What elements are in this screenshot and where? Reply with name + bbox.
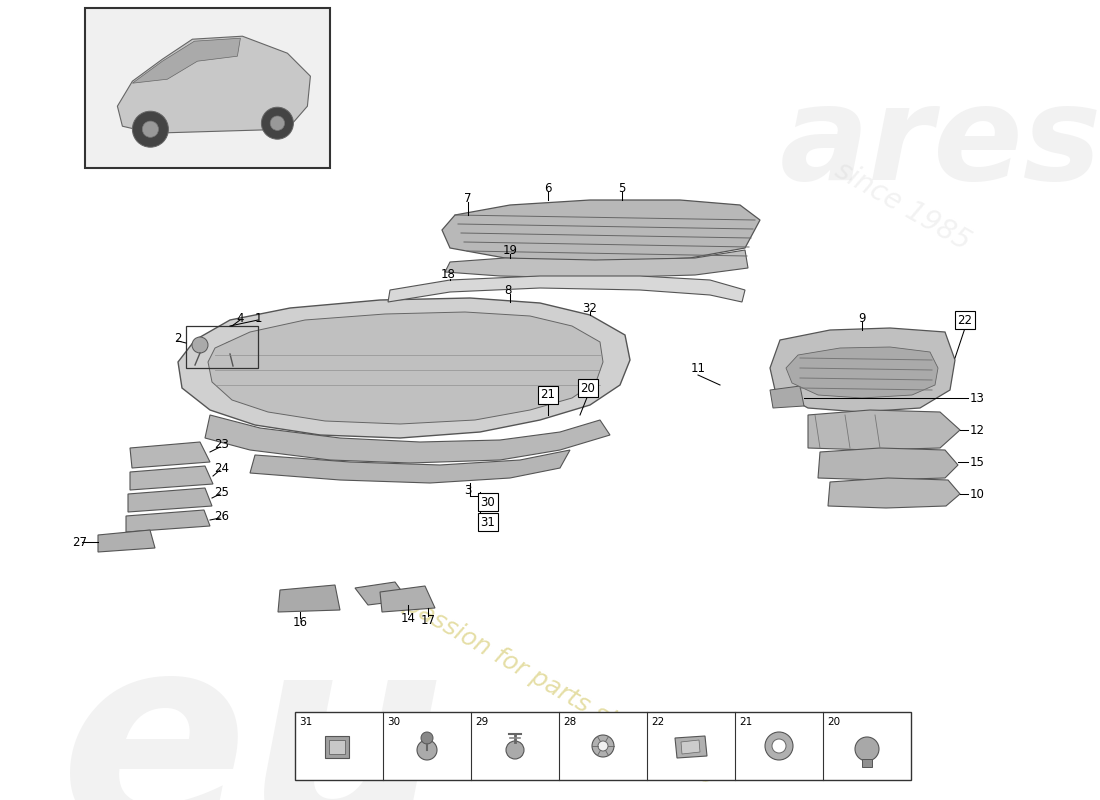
Polygon shape [130, 466, 213, 490]
Polygon shape [128, 488, 212, 512]
Bar [186, 326, 258, 368]
Text: 21: 21 [540, 389, 556, 402]
Polygon shape [118, 36, 310, 134]
Text: 31: 31 [299, 717, 312, 727]
Text: 25: 25 [214, 486, 230, 498]
Text: 26: 26 [214, 510, 230, 522]
Text: ares: ares [780, 80, 1100, 207]
Polygon shape [250, 450, 570, 483]
Polygon shape [379, 586, 434, 612]
Circle shape [271, 116, 285, 130]
Circle shape [192, 337, 208, 353]
Text: 23: 23 [214, 438, 230, 451]
Text: 16: 16 [293, 615, 308, 629]
Text: 28: 28 [563, 717, 576, 727]
Polygon shape [446, 250, 748, 278]
Text: 18: 18 [441, 269, 455, 282]
Polygon shape [681, 740, 700, 754]
Text: eu: eu [60, 620, 447, 800]
Text: 13: 13 [970, 391, 985, 405]
Circle shape [592, 735, 614, 757]
Text: 4: 4 [236, 311, 244, 325]
Polygon shape [770, 328, 955, 412]
Circle shape [132, 111, 168, 147]
Text: 24: 24 [214, 462, 230, 474]
Text: since 1985: since 1985 [830, 156, 976, 256]
Text: 22: 22 [651, 717, 664, 727]
Text: a passion for parts since 1985: a passion for parts since 1985 [379, 580, 719, 790]
Circle shape [598, 741, 608, 751]
Text: 15: 15 [970, 455, 985, 469]
Text: 8: 8 [504, 283, 512, 297]
Text: 22: 22 [957, 314, 972, 326]
Text: 20: 20 [581, 382, 595, 394]
Polygon shape [98, 530, 155, 552]
Polygon shape [126, 510, 210, 532]
Text: 2: 2 [174, 331, 182, 345]
Text: 9: 9 [858, 311, 866, 325]
Text: 19: 19 [503, 243, 517, 257]
Circle shape [262, 107, 294, 139]
Circle shape [421, 732, 433, 744]
Polygon shape [388, 276, 745, 302]
Text: 30: 30 [481, 495, 495, 509]
Polygon shape [329, 740, 345, 754]
Text: 6: 6 [544, 182, 552, 194]
Bar [862, 759, 872, 767]
Text: 3: 3 [464, 483, 472, 497]
Text: 32: 32 [583, 302, 597, 314]
Text: 1: 1 [254, 311, 262, 325]
Circle shape [506, 741, 524, 759]
Text: 14: 14 [400, 611, 416, 625]
Polygon shape [205, 415, 610, 463]
Circle shape [855, 737, 879, 761]
Text: 21: 21 [739, 717, 752, 727]
Text: 11: 11 [691, 362, 705, 374]
Polygon shape [355, 582, 408, 605]
Text: 29: 29 [475, 717, 488, 727]
Text: 27: 27 [73, 535, 88, 549]
Circle shape [224, 342, 236, 354]
Text: 10: 10 [970, 487, 985, 501]
Text: 31: 31 [481, 515, 495, 529]
Polygon shape [208, 312, 603, 424]
Polygon shape [818, 448, 958, 480]
Circle shape [417, 740, 437, 760]
Text: 20: 20 [827, 717, 840, 727]
Text: 12: 12 [970, 423, 985, 437]
Text: 5: 5 [618, 182, 626, 194]
Polygon shape [808, 410, 960, 450]
Bar [295, 712, 911, 780]
Text: 7: 7 [464, 191, 472, 205]
Polygon shape [675, 736, 707, 758]
Polygon shape [278, 585, 340, 612]
Polygon shape [132, 38, 241, 83]
Text: 30: 30 [387, 717, 400, 727]
Text: 17: 17 [420, 614, 436, 626]
Circle shape [764, 732, 793, 760]
Circle shape [772, 739, 786, 753]
Bar [85, 8, 330, 168]
Polygon shape [178, 298, 630, 438]
Polygon shape [786, 347, 938, 398]
Polygon shape [770, 386, 804, 408]
Polygon shape [828, 478, 960, 508]
Polygon shape [130, 442, 210, 468]
Polygon shape [324, 736, 349, 758]
Polygon shape [442, 200, 760, 262]
Circle shape [142, 121, 158, 138]
